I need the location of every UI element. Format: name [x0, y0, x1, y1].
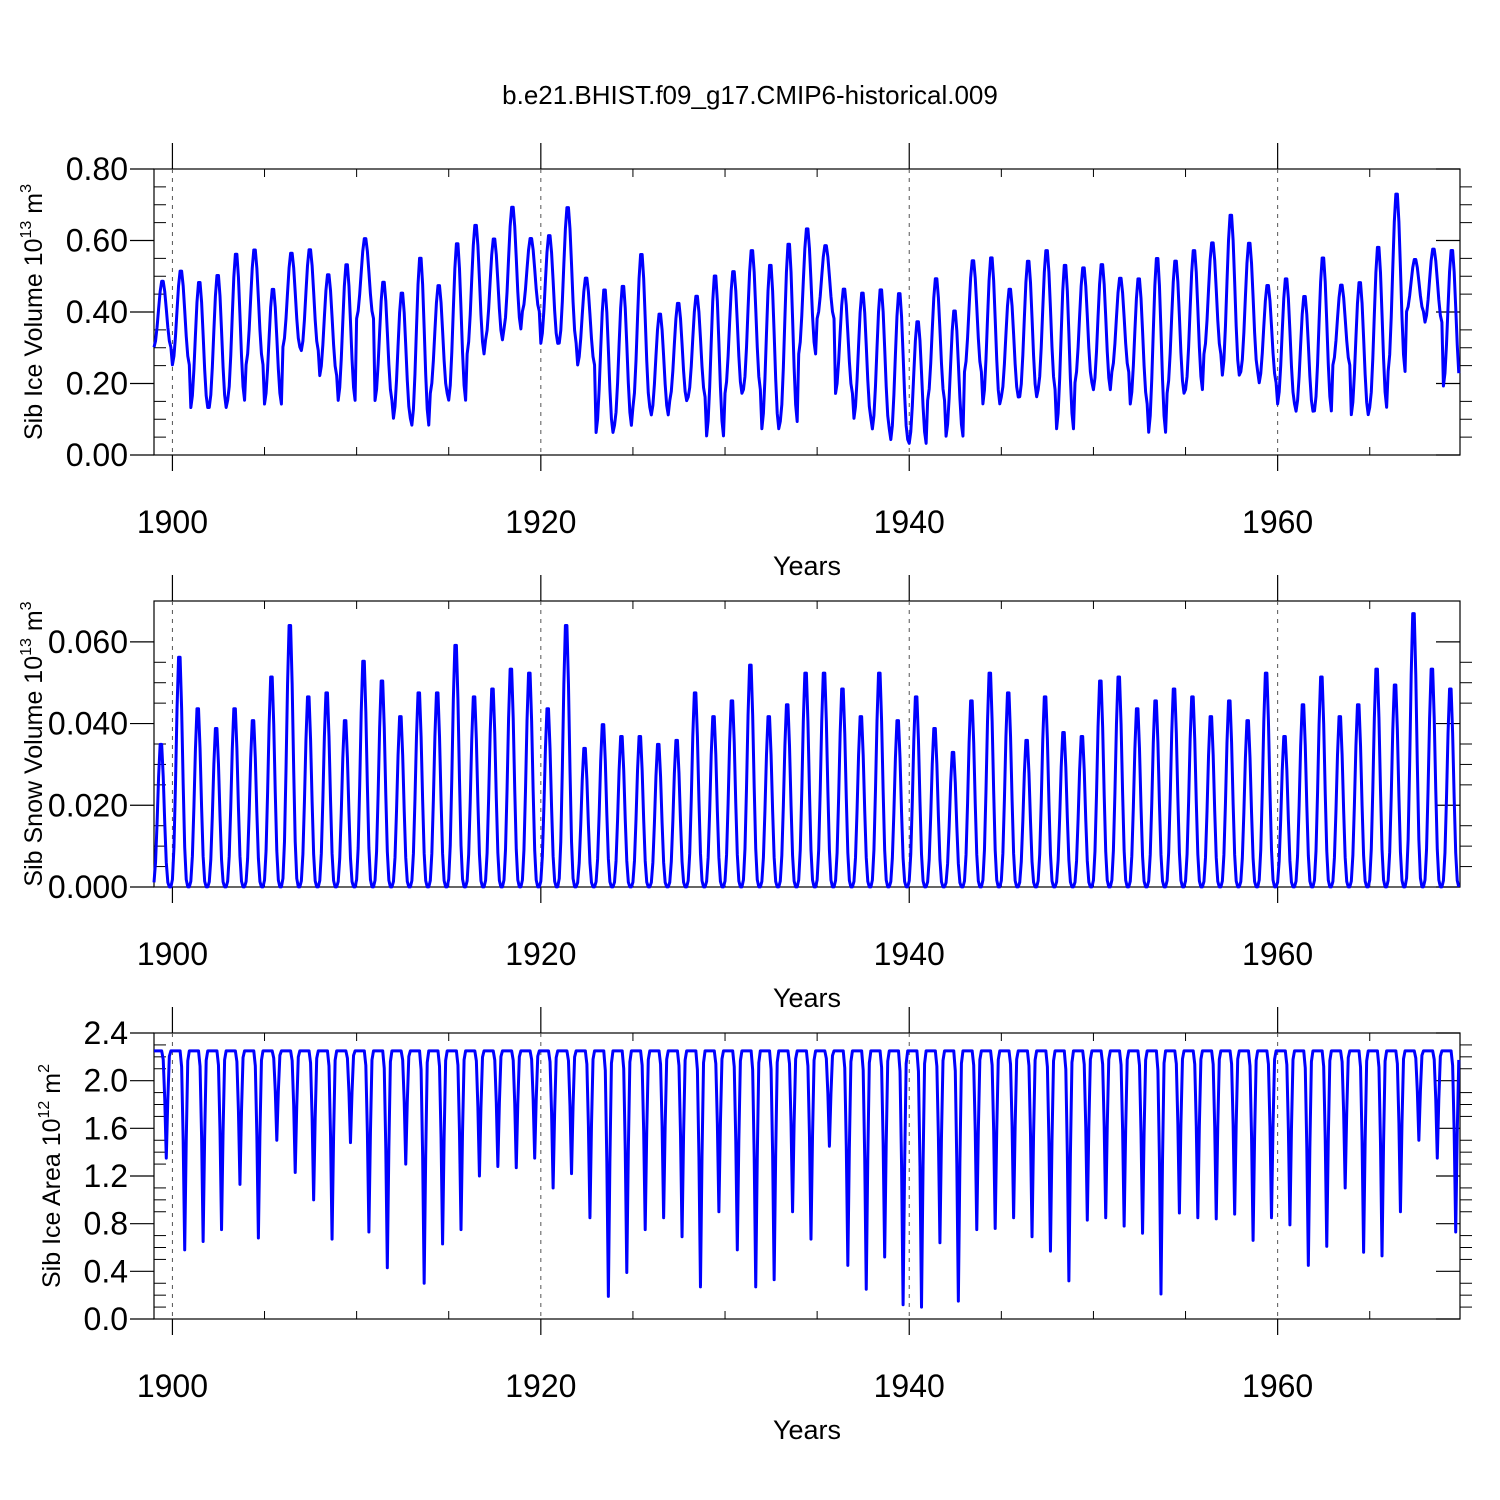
x-tick-label: 1960: [1242, 504, 1313, 540]
series-line-ice-volume[interactable]: [152, 192, 1461, 445]
y-axis-label: Sib Ice Area 1012 m2: [36, 1064, 66, 1288]
x-tick-label: 1920: [505, 504, 576, 540]
x-tick-label: 1960: [1242, 1368, 1313, 1404]
y-tick-label: 0.60: [66, 223, 128, 259]
x-axis-label: Years: [773, 1415, 841, 1445]
panel-snow-volume: 1900 1920 1940 1960 0.000 0.020 0.040 0.060 Year…: [18, 575, 1472, 1013]
y-axis-label: Sib Snow Volume 1013 m3: [18, 601, 48, 886]
panel-ice-volume: 1900 1920 1940 1960 0.00 0.20 0.40 0.60 0.80 Year…: [18, 143, 1472, 581]
y-tick-label: 0.020: [48, 787, 128, 823]
y-tick-label: 2.4: [84, 1015, 128, 1051]
y-axis-label-text: Sib Ice Area 10: [38, 1118, 66, 1288]
y-tick-label: 1.6: [84, 1110, 128, 1146]
y-tick-label: 0.00: [66, 437, 128, 473]
series-line-ice-area[interactable]: [154, 1049, 1461, 1309]
y-tick-label: 0.040: [48, 706, 128, 742]
x-tick-label: 1900: [137, 936, 208, 972]
y-axis-label-text: Sib Ice Volume 10: [20, 238, 48, 440]
x-tick-label: 1940: [874, 504, 945, 540]
y-tick-label: 0.4: [84, 1253, 128, 1289]
y-axis-label: Sib Ice Volume 1013 m3: [18, 184, 48, 440]
x-tick-label: 1900: [137, 504, 208, 540]
panel-ice-area: 1900 1920 1940 1960 0.0 0.4 0.8 1.2 1.6 2.0 2.4 Yea…: [36, 1007, 1472, 1445]
y-axis-label-unit: m: [38, 1073, 66, 1101]
y-axis-label-exponent: 12: [36, 1101, 53, 1119]
y-tick-label: 2.0: [84, 1063, 128, 1099]
x-tick-label: 1920: [505, 936, 576, 972]
y-tick-label: 0.060: [48, 624, 128, 660]
y-tick-label: 0.40: [66, 294, 128, 330]
figure-title: b.e21.BHIST.f09_g17.CMIP6-historical.009: [502, 80, 998, 110]
y-axis-label-exponent: 13: [18, 638, 35, 656]
x-tick-label: 1940: [874, 1368, 945, 1404]
x-tick-label: 1900: [137, 1368, 208, 1404]
x-tick-label: 1960: [1242, 936, 1313, 972]
x-axis-label: Years: [773, 551, 841, 581]
y-axis-label-unit: m: [20, 610, 48, 638]
y-axis-label-exponent: 13: [18, 221, 35, 239]
x-axis-label: Years: [773, 983, 841, 1013]
y-tick-label: 1.2: [84, 1158, 128, 1194]
x-tick-label: 1940: [874, 936, 945, 972]
y-axis-label-text: Sib Snow Volume 10: [20, 656, 48, 887]
y-tick-label: 0.0: [84, 1301, 128, 1337]
series-line-snow-volume[interactable]: [152, 612, 1461, 889]
y-tick-label: 0.000: [48, 869, 128, 905]
y-tick-label: 0.80: [66, 151, 128, 187]
y-axis-label-unit-exponent: 3: [18, 184, 35, 193]
y-tick-label: 0.8: [84, 1206, 128, 1242]
y-axis-label-unit-exponent: 2: [36, 1064, 53, 1073]
x-tick-label: 1920: [505, 1368, 576, 1404]
y-axis-label-unit: m: [20, 193, 48, 221]
y-tick-label: 0.20: [66, 366, 128, 402]
y-axis-label-unit-exponent: 3: [18, 601, 35, 610]
